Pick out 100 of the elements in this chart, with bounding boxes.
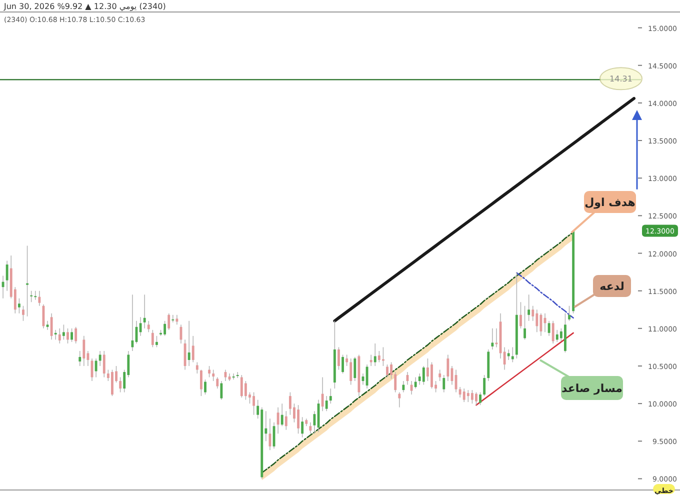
candlestick — [66, 328, 69, 344]
candlestick — [495, 328, 498, 348]
candlestick — [540, 312, 542, 336]
candlestick — [301, 416, 304, 438]
candlestick — [548, 320, 550, 336]
candlestick — [402, 380, 405, 393]
candlestick — [200, 369, 202, 396]
candlestick — [321, 376, 324, 412]
candlestick — [54, 330, 57, 340]
candlestick — [536, 309, 538, 333]
candlestick — [119, 376, 122, 393]
candlestick — [520, 302, 522, 329]
candlestick — [192, 336, 194, 363]
candlestick — [236, 372, 239, 378]
candlestick — [98, 350, 102, 366]
annotation: لدعه — [600, 280, 624, 293]
candlestick — [374, 343, 376, 366]
candlestick — [342, 354, 344, 374]
candlestick — [46, 320, 49, 330]
candlestick — [458, 386, 462, 398]
candlestick — [382, 346, 384, 366]
candlestick — [82, 336, 86, 366]
candlestick — [313, 410, 316, 434]
candlestick — [491, 328, 494, 350]
candlestick — [470, 390, 474, 404]
candlestick — [78, 350, 82, 366]
candlestick — [208, 366, 211, 378]
candlestick — [232, 373, 235, 380]
candlestick — [462, 388, 466, 402]
candlestick — [111, 369, 114, 396]
candlestick — [188, 320, 190, 366]
candlestick — [422, 366, 425, 386]
candlestick — [26, 245, 29, 317]
candlestick — [398, 392, 401, 408]
candlestick — [556, 330, 558, 342]
candlestick — [483, 374, 486, 396]
candlestick — [568, 305, 570, 322]
candlestick — [131, 294, 134, 352]
candlestick — [329, 388, 332, 404]
candlestick — [139, 316, 142, 336]
candlestick — [58, 328, 61, 344]
candlestick — [276, 406, 280, 434]
candlestick — [446, 354, 450, 382]
candlestick — [466, 390, 470, 402]
candlestick — [284, 410, 288, 430]
candlestick — [280, 403, 284, 427]
candlestick — [147, 320, 150, 333]
candlestick — [503, 346, 506, 370]
candlestick — [62, 324, 65, 340]
candlestick — [370, 354, 372, 366]
candlestick — [378, 350, 380, 363]
ref-line-label: 14.31 — [610, 74, 632, 84]
candlestick — [297, 404, 300, 434]
candlestick — [94, 358, 98, 378]
candlestick — [102, 350, 106, 378]
candlestick — [151, 330, 154, 348]
candlestick — [338, 346, 340, 370]
candlestick — [475, 392, 478, 406]
candlestick — [244, 380, 247, 400]
candlestick — [430, 362, 433, 389]
candlestick — [309, 422, 312, 434]
candlestick — [204, 379, 206, 395]
candlestick — [216, 376, 219, 389]
candlestick — [552, 320, 554, 344]
candlestick — [18, 298, 20, 314]
candlestick — [438, 369, 442, 382]
candlestick — [524, 305, 526, 340]
annotation: هدف اول — [584, 196, 636, 209]
candlestick — [212, 369, 215, 382]
candlestick — [143, 294, 146, 329]
candlestick — [240, 374, 243, 398]
candlestick — [34, 290, 37, 300]
candlestick — [164, 320, 166, 336]
candlestick — [479, 392, 482, 406]
candlestick — [50, 312, 53, 340]
candlestick — [354, 356, 356, 382]
candlestick — [442, 374, 446, 393]
candlestick — [38, 290, 41, 306]
candlestick — [70, 328, 73, 342]
candlestick — [346, 354, 348, 366]
candlestick — [156, 336, 158, 348]
candlestick — [350, 358, 352, 386]
candlestick — [176, 314, 178, 326]
annotation: مسار صاعد — [562, 382, 622, 395]
candlestick — [172, 314, 174, 323]
candlestick — [325, 396, 328, 412]
candlestick — [414, 376, 417, 389]
candlestick — [252, 392, 255, 416]
candlestick — [288, 392, 292, 416]
candlestick — [511, 346, 514, 363]
candlestick — [196, 362, 198, 374]
candlestick — [22, 305, 24, 322]
candlestick — [386, 364, 388, 378]
candlestick — [220, 380, 223, 400]
candlestick — [528, 294, 530, 322]
candlestick — [6, 260, 8, 292]
chart-title: (2340) يومي 12.30 ▲ 9.92% Jun 30, 2026 — [3, 2, 166, 11]
candlestick — [507, 349, 510, 360]
candlestick — [74, 326, 78, 344]
candlestick — [30, 290, 33, 303]
